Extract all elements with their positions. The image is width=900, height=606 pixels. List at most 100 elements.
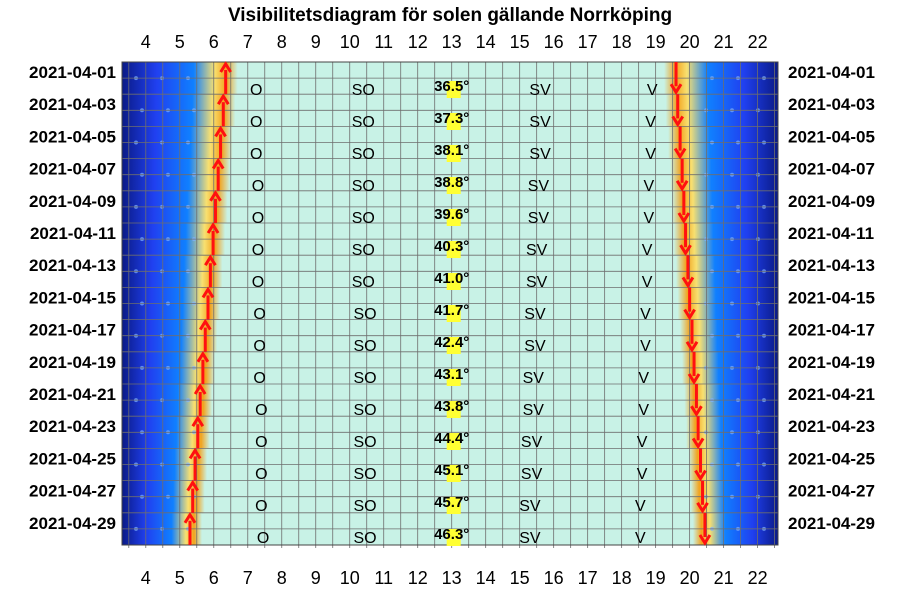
- sunrise-arrow: [219, 61, 232, 95]
- max-altitude-label: 37.3°: [434, 110, 469, 127]
- date-label-left: 2021-04-05: [29, 127, 116, 146]
- altitude-highlight: [446, 81, 461, 98]
- direction-label-o: O: [253, 370, 265, 387]
- date-label-left: 2021-04-07: [29, 160, 116, 179]
- direction-label-v: V: [637, 434, 648, 451]
- x-tick-label-bottom: 20: [680, 568, 700, 588]
- date-label-left: 2021-04-21: [29, 385, 116, 404]
- date-label-left: 2021-04-19: [29, 353, 116, 372]
- direction-label-so: SO: [352, 146, 375, 163]
- altitude-highlight: [446, 337, 461, 354]
- x-tick-label-top: 17: [578, 32, 598, 52]
- arrow-head: [196, 350, 210, 363]
- direction-label-o: O: [255, 466, 267, 483]
- arrow-head: [677, 212, 691, 224]
- x-tick-label-top: 7: [243, 32, 253, 52]
- sunset-arrow: [675, 158, 689, 192]
- direction-label-so: SO: [353, 338, 376, 355]
- direction-label-so: SO: [353, 306, 376, 323]
- max-altitude-label: 38.8°: [434, 174, 469, 191]
- direction-label-v: V: [637, 466, 648, 483]
- sunset-arrow: [698, 512, 712, 546]
- x-tick-label-bottom: 16: [544, 568, 564, 588]
- arrow-head: [669, 83, 683, 96]
- date-label-right: 2021-04-13: [788, 256, 875, 275]
- date-label-left: 2021-04-01: [29, 63, 116, 82]
- direction-label-o: O: [255, 498, 267, 515]
- arrow-head: [675, 180, 689, 192]
- direction-label-so: SO: [353, 434, 376, 451]
- direction-label-v: V: [635, 530, 646, 547]
- arrow-head: [694, 469, 707, 482]
- sunset-arrow: [687, 351, 701, 385]
- sunrise-arrow: [217, 93, 230, 127]
- altitude-highlight: [446, 305, 461, 322]
- date-label-right: 2021-04-29: [788, 514, 875, 533]
- direction-label-o: O: [250, 114, 262, 131]
- sunrise-arrow: [211, 157, 225, 191]
- direction-label-so: SO: [352, 210, 375, 227]
- date-label-left: 2021-04-03: [29, 95, 116, 114]
- direction-label-so: SO: [353, 466, 376, 483]
- date-label-right: 2021-04-05: [788, 127, 875, 146]
- sunset-arrow: [683, 287, 696, 321]
- date-label-right: 2021-04-09: [788, 192, 875, 211]
- direction-label-sv: SV: [526, 274, 548, 291]
- sunset-arrow: [690, 384, 703, 418]
- direction-label-sv: SV: [529, 82, 551, 99]
- arrow-head: [698, 534, 712, 546]
- sunset-arrow: [681, 255, 695, 289]
- direction-label-sv: SV: [521, 434, 543, 451]
- direction-label-so: SO: [352, 274, 375, 291]
- max-altitude-label: 36.5°: [434, 78, 469, 95]
- x-tick-label-top: 19: [646, 32, 666, 52]
- x-tick-label-bottom: 22: [748, 568, 768, 588]
- direction-label-o: O: [253, 306, 265, 323]
- x-tick-label-bottom: 4: [141, 568, 151, 588]
- sunset-arrow: [669, 62, 683, 96]
- sunrise-arrow: [188, 447, 202, 481]
- arrow-head: [687, 373, 701, 385]
- x-tick-label-bottom: 18: [612, 568, 632, 588]
- direction-label-v: V: [645, 146, 656, 163]
- x-tick-label-top: 10: [340, 32, 360, 52]
- altitude-highlight: [446, 465, 461, 482]
- sunrise-arrow: [201, 286, 215, 320]
- arrow-head: [217, 93, 230, 105]
- direction-label-so: SO: [353, 498, 376, 515]
- arrow-head: [219, 61, 232, 73]
- sunrise-arrow: [204, 254, 217, 288]
- sunset-arrow: [691, 416, 705, 450]
- date-label-right: 2021-04-15: [788, 288, 875, 307]
- arrow-head: [671, 115, 685, 128]
- direction-label-sv: SV: [526, 242, 548, 259]
- direction-label-sv: SV: [524, 338, 546, 355]
- x-tick-label-top: 6: [209, 32, 219, 52]
- date-label-right: 2021-04-21: [788, 385, 875, 404]
- date-label-left: 2021-04-25: [29, 449, 116, 468]
- x-tick-label-bottom: 11: [374, 568, 393, 588]
- sunrise-arrow: [196, 350, 210, 384]
- direction-label-sv: SV: [519, 498, 541, 515]
- date-label-left: 2021-04-17: [29, 321, 116, 340]
- arrow-head: [679, 244, 692, 257]
- x-tick-label-top: 9: [311, 32, 321, 52]
- x-tick-label-bottom: 17: [578, 568, 598, 588]
- date-label-right: 2021-04-17: [788, 321, 875, 340]
- sunset-arrow: [694, 448, 707, 482]
- axes: 4 4 5 5 6 6 7 7 8 8 9 9 10 10 11 11 12 12 13 13 14 14 15 15 16 16…: [141, 32, 768, 588]
- arrow-head: [690, 405, 703, 418]
- direction-label-sv: SV: [523, 370, 545, 387]
- direction-label-so: SO: [352, 82, 375, 99]
- direction-label-o: O: [255, 402, 267, 419]
- direction-label-o: O: [250, 82, 262, 99]
- altitude-highlight: [446, 241, 461, 258]
- altitude-highlight: [446, 145, 461, 162]
- max-altitude-label: 38.1°: [434, 142, 469, 159]
- date-label-left: 2021-04-27: [29, 482, 116, 501]
- direction-label-so: SO: [353, 402, 376, 419]
- x-tick-label-bottom: 12: [408, 568, 428, 588]
- sunrise-arrow: [209, 189, 222, 223]
- direction-label-o: O: [250, 146, 262, 163]
